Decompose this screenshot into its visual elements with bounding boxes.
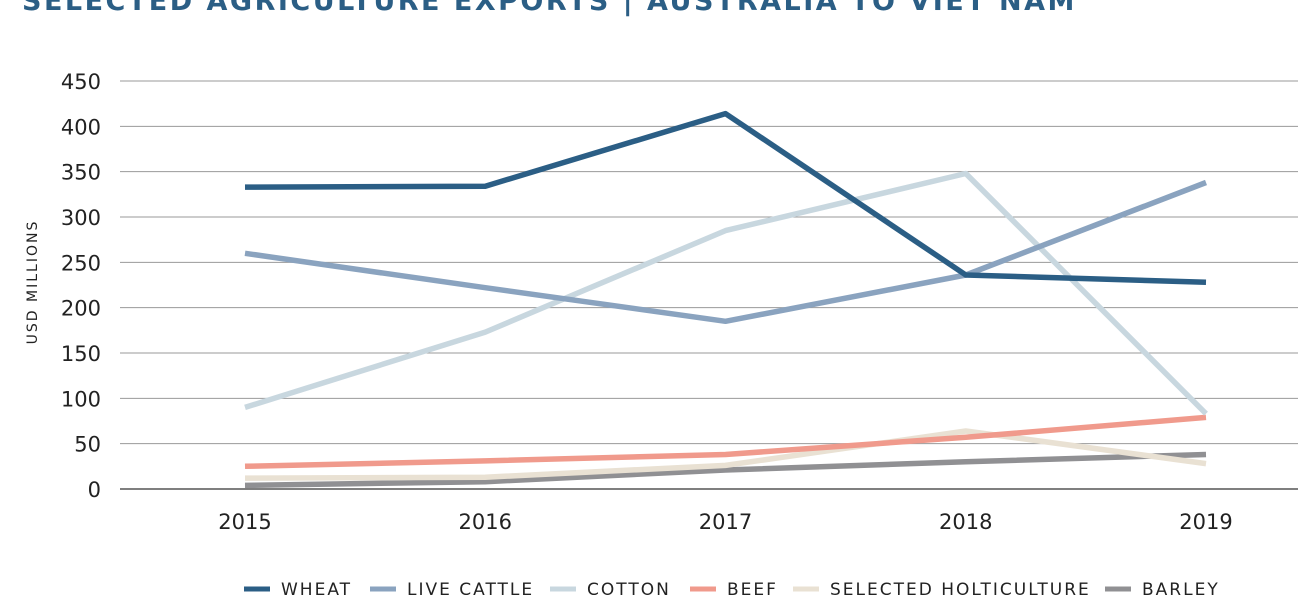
x-tick-label: 2019 [1179,510,1232,534]
series-line-cotton [244,170,1208,416]
chart-title: SELECTED AGRICULTURE EXPORTS | AUSTRALIA… [22,0,1077,17]
legend-label-barley: BARLEY [1142,580,1220,600]
legend-label-cotton: COTTON [587,580,671,600]
series-line-barley [244,451,1207,489]
x-tick-label: 2015 [218,510,271,534]
y-tick-label: 250 [61,251,101,275]
y-tick-label: 150 [61,342,101,366]
series-line-live-cattle [244,179,1207,325]
y-tick-label: 350 [61,161,101,185]
y-tick-label: 450 [61,70,101,94]
x-tick-label: 2016 [459,510,512,534]
y-axis-label: USD MILLIONS [25,220,41,345]
x-tick-label: 2017 [699,510,752,534]
legend: WHEAT LIVE CATTLE COTTON BEEF SELECTED HOLTI… [244,580,1220,600]
y-tick-label: 200 [61,297,101,321]
series-lines [244,110,1208,489]
y-tick-label: 100 [61,387,101,411]
legend-label-beef: BEEF [727,580,778,600]
legend-label-selected-holticulture: SELECTED HOLTICULTURE [830,580,1091,600]
series-line-beef [244,414,1207,470]
y-axis-ticks: 0 50 100 150 200 250 300 350 400 450 [61,70,101,502]
series-line-wheat [244,110,1207,286]
x-tick-label: 2018 [939,510,992,534]
series-line-selected-holticulture [244,428,1207,481]
legend-label-wheat: WHEAT [281,580,352,600]
y-tick-label: 300 [61,206,101,230]
y-tick-label: 0 [88,478,101,502]
y-tick-label: 50 [74,433,101,457]
gridlines [120,80,1298,490]
y-tick-label: 400 [61,115,101,139]
legend-label-live-cattle: LIVE CATTLE [407,580,534,600]
x-axis-ticks: 2015 2016 2017 2018 2019 [218,510,1232,534]
